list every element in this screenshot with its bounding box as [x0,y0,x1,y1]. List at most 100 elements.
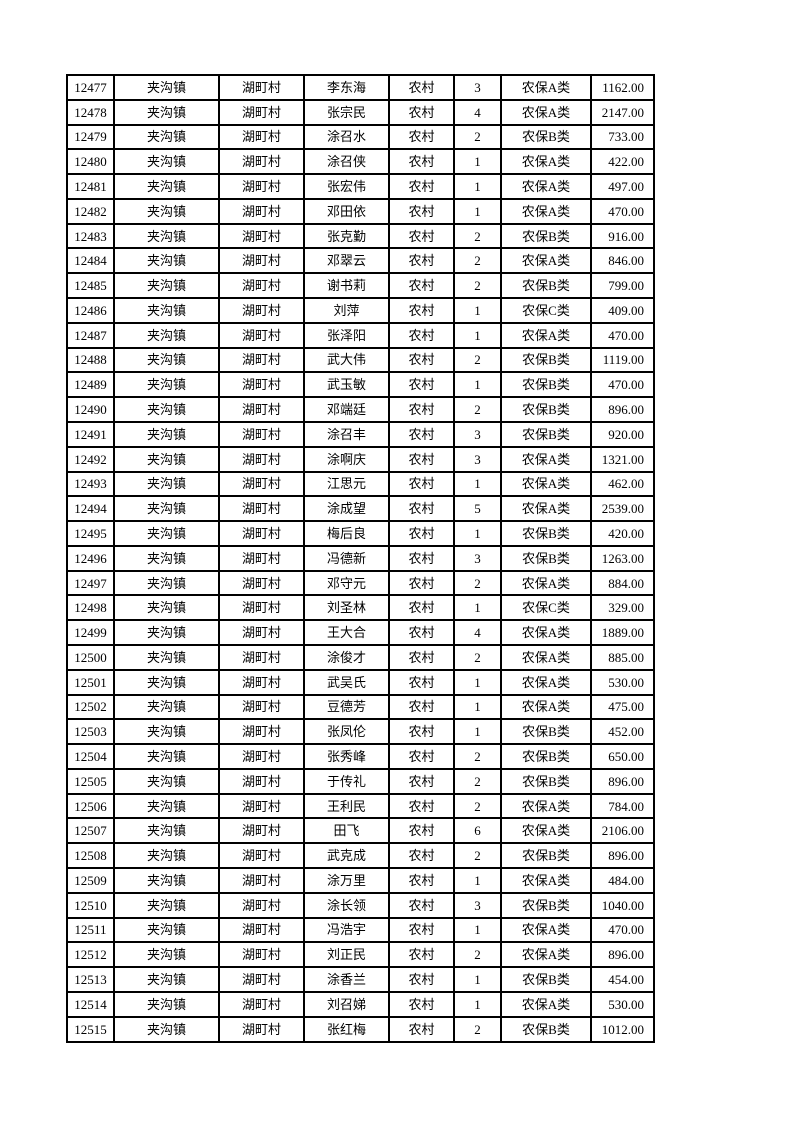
cell-name: 邓守元 [303,569,390,597]
cell-person-count: 2 [453,346,502,374]
cell-insurance-category: 农保B类 [500,767,592,795]
cell-village: 湖町村 [218,817,305,845]
table-row: 12508 夹沟镇 湖町村 武克成 农村 2 农保B类 896.00 [66,842,655,869]
cell-row-id: 12482 [66,197,115,225]
cell-person-count: 1 [453,321,502,349]
cell-person-count: 1 [453,718,502,746]
cell-household-type: 农村 [388,396,455,423]
cell-name: 邓田依 [303,197,390,225]
cell-village: 湖町村 [218,272,305,300]
cell-insurance-category: 农保C类 [500,594,592,622]
table-row: 12496 夹沟镇 湖町村 冯德新 农村 3 农保B类 1263.00 [66,544,655,572]
cell-insurance-category: 农保B类 [500,520,592,547]
cell-row-id: 12494 [66,495,115,523]
cell-row-id: 12501 [66,668,115,696]
cell-insurance-category: 农保B类 [500,371,592,399]
table-row: 12491 夹沟镇 湖町村 涂召丰 农村 3 农保B类 920.00 [66,420,655,448]
cell-amount: 422.00 [590,148,655,176]
cell-person-count: 2 [453,123,502,151]
cell-amount: 470.00 [590,371,655,399]
cell-name: 王大合 [303,619,390,646]
cell-village: 湖町村 [218,569,305,597]
table-row: 12494 夹沟镇 湖町村 涂成望 农村 5 农保A类 2539.00 [66,495,655,523]
cell-name: 张凤伦 [303,718,390,746]
cell-row-id: 12515 [66,1015,115,1044]
cell-person-count: 2 [453,1015,502,1044]
cell-person-count: 2 [453,247,502,275]
cell-amount: 1263.00 [590,544,655,572]
cell-village: 湖町村 [218,544,305,572]
records-table-body: 12477 夹沟镇 湖町村 李东海 农村 3 农保A类 1162.00 12478 夹沟镇 湖町村张… [66,74,655,1044]
cell-amount: 1119.00 [590,346,655,374]
cell-household-type: 农村 [388,420,455,448]
cell-town: 夹沟镇 [113,544,220,572]
cell-amount: 896.00 [590,941,655,969]
cell-amount: 1162.00 [590,74,655,101]
cell-village: 湖町村 [218,767,305,795]
cell-insurance-category: 农保B类 [500,544,592,572]
table-row: 12505 夹沟镇 湖町村 于传礼 农村 2 农保B类 896.00 [66,767,655,795]
cell-amount: 470.00 [590,916,655,944]
cell-town: 夹沟镇 [113,643,220,671]
cell-insurance-category: 农保A类 [500,98,592,126]
cell-person-count: 3 [453,74,502,101]
table-row: 12484 夹沟镇 湖町村 邓翠云 农村 2 农保A类 846.00 [66,247,655,275]
cell-amount: 884.00 [590,569,655,597]
cell-row-id: 12483 [66,222,115,250]
cell-row-id: 12506 [66,792,115,820]
cell-town: 夹沟镇 [113,272,220,300]
cell-row-id: 12477 [66,74,115,101]
cell-row-id: 12503 [66,718,115,746]
cell-row-id: 12489 [66,371,115,399]
cell-household-type: 农村 [388,643,455,671]
cell-town: 夹沟镇 [113,569,220,597]
cell-row-id: 12498 [66,594,115,622]
cell-village: 湖町村 [218,693,305,721]
cell-town: 夹沟镇 [113,173,220,200]
cell-insurance-category: 农保A类 [500,173,592,200]
cell-row-id: 12499 [66,619,115,646]
cell-town: 夹沟镇 [113,470,220,498]
cell-name: 涂召侠 [303,148,390,176]
table-row: 12492 夹沟镇 湖町村 涂啊庆 农村 3 农保A类 1321.00 [66,445,655,473]
cell-town: 夹沟镇 [113,743,220,770]
cell-person-count: 2 [453,767,502,795]
cell-village: 湖町村 [218,867,305,894]
cell-amount: 896.00 [590,396,655,423]
cell-row-id: 12508 [66,842,115,869]
cell-row-id: 12502 [66,693,115,721]
cell-person-count: 4 [453,619,502,646]
cell-name: 武吴氏 [303,668,390,696]
cell-household-type: 农村 [388,668,455,696]
cell-person-count: 1 [453,594,502,622]
cell-town: 夹沟镇 [113,842,220,869]
cell-insurance-category: 农保A类 [500,74,592,101]
table-row: 12499 夹沟镇 湖町村 王大合 农村 4 农保A类 1889.00 [66,619,655,646]
cell-household-type: 农村 [388,966,455,993]
cell-name: 豆德芳 [303,693,390,721]
cell-insurance-category: 农保A类 [500,867,592,894]
table-row: 12507 夹沟镇 湖町村 田飞 农村 6 农保A类 2106.00 [66,817,655,845]
cell-household-type: 农村 [388,321,455,349]
cell-village: 湖町村 [218,891,305,919]
cell-name: 涂啊庆 [303,445,390,473]
cell-amount: 885.00 [590,643,655,671]
cell-village: 湖町村 [218,668,305,696]
cell-amount: 920.00 [590,420,655,448]
cell-village: 湖町村 [218,173,305,200]
cell-town: 夹沟镇 [113,718,220,746]
table-row: 12506 夹沟镇 湖町村 王利民 农村 2 农保A类 784.00 [66,792,655,820]
cell-insurance-category: 农保A类 [500,495,592,523]
table-row: 12485 夹沟镇 湖町村 谢书莉 农村 2 农保B类 799.00 [66,272,655,300]
cell-name: 王利民 [303,792,390,820]
cell-name: 涂香兰 [303,966,390,993]
cell-name: 张红梅 [303,1015,390,1044]
cell-insurance-category: 农保B类 [500,842,592,869]
cell-amount: 896.00 [590,767,655,795]
cell-person-count: 2 [453,569,502,597]
cell-insurance-category: 农保A类 [500,445,592,473]
cell-row-id: 12497 [66,569,115,597]
cell-household-type: 农村 [388,867,455,894]
cell-person-count: 5 [453,495,502,523]
cell-person-count: 6 [453,817,502,845]
